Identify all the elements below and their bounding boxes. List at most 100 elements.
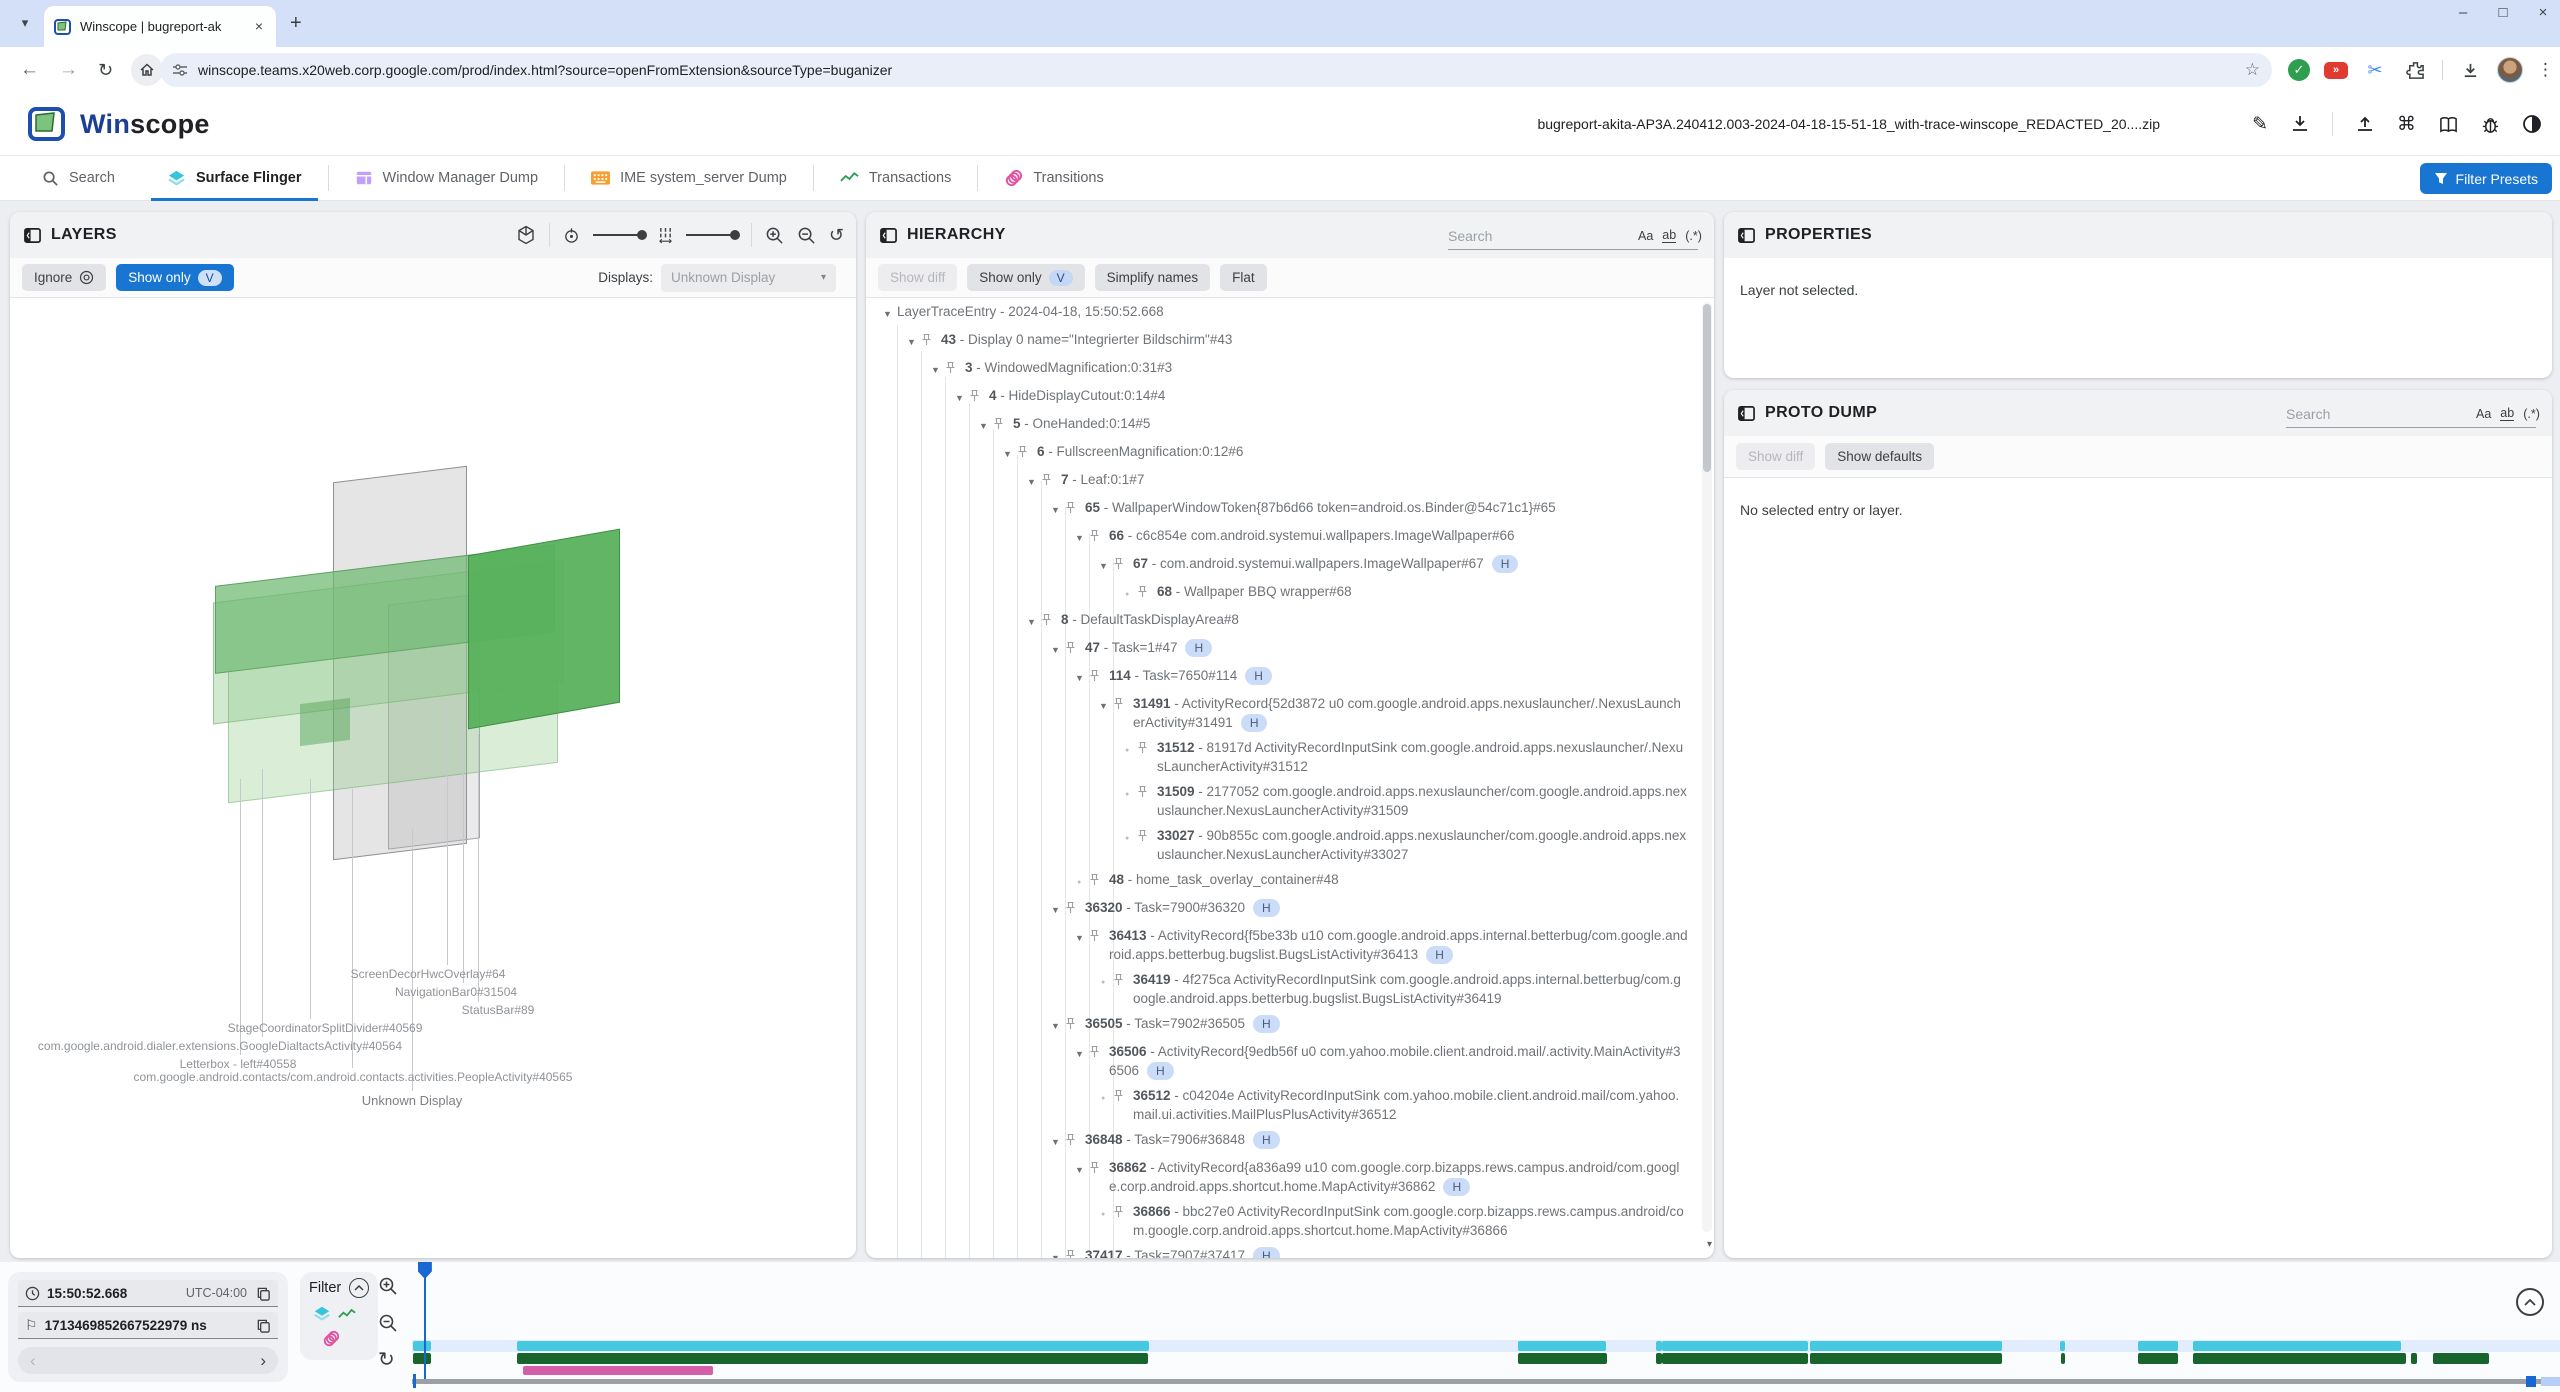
displays-dropdown[interactable]: Unknown Display ▾	[661, 263, 836, 292]
collapse-toggle-icon[interactable]: ▼	[1075, 933, 1084, 943]
collapse-timeline-button[interactable]	[2516, 1288, 2544, 1316]
pin-icon[interactable]	[1065, 501, 1085, 514]
trace-segment-transactions[interactable]	[2192, 1353, 2407, 1364]
pin-icon[interactable]	[969, 389, 989, 402]
hierarchy-scrollbar-thumb[interactable]	[1703, 304, 1711, 472]
tree-row[interactable]: ▼ 43 - Display 0 name="Integrierter Bilds…	[866, 327, 1714, 355]
pin-icon[interactable]	[1113, 1205, 1133, 1218]
collapse-toggle-icon[interactable]: ▼	[1099, 561, 1108, 571]
nanoseconds-field[interactable]: ⚐ 1713469852667522979 ns	[18, 1312, 278, 1339]
tree-row[interactable]: ▼ 67 - com.android.systemui.wallpapers.Im…	[866, 551, 1714, 579]
layer-rect-green-small[interactable]	[300, 697, 350, 747]
trace-segment-transactions[interactable]	[2433, 1353, 2490, 1364]
pin-icon[interactable]	[1113, 973, 1133, 986]
pin-icon[interactable]	[1137, 785, 1157, 798]
collapse-filter-button[interactable]	[349, 1278, 369, 1298]
tree-row[interactable]: ▼ 114 - Task=7650#114 H	[866, 663, 1714, 691]
tree-row[interactable]: ● 36419 - 4f275ca ActivityRecordInputSink…	[866, 967, 1714, 1011]
match-case-button[interactable]: Aa	[1638, 228, 1654, 243]
trace-segment-transactions[interactable]	[2137, 1353, 2178, 1364]
collapse-toggle-icon[interactable]: ▼	[1003, 449, 1012, 459]
tree-row[interactable]: ● 48 - home_task_overlay_container#48	[866, 867, 1714, 895]
pin-icon[interactable]	[1065, 1017, 1085, 1030]
tree-row[interactable]: ● 68 - Wallpaper BBQ wrapper#68	[866, 579, 1714, 607]
human-time-field[interactable]: 15:50:52.668 UTC-04:00	[18, 1280, 278, 1307]
window-minimize-button[interactable]: –	[2458, 4, 2468, 21]
downloads-button[interactable]	[2457, 57, 2483, 83]
trace-segment-transactions[interactable]	[517, 1353, 1148, 1364]
tree-row[interactable]: ▼ 31491 - ActivityRecord{52d3872 u0 com.g…	[866, 691, 1714, 735]
collapse-toggle-icon[interactable]: ▼	[1051, 905, 1060, 915]
collapse-toggle-icon[interactable]: ▼	[1027, 617, 1036, 627]
collapse-toggle-icon[interactable]: ▼	[1051, 645, 1060, 655]
tree-row[interactable]: ▼ 7 - Leaf:0:1#7	[866, 467, 1714, 495]
timeline-cursor-marker[interactable]	[417, 1262, 432, 1279]
pin-icon[interactable]	[1137, 741, 1157, 754]
pin-icon[interactable]	[993, 417, 1013, 430]
back-button[interactable]: ←	[20, 59, 39, 80]
previous-entry-button[interactable]: ‹	[30, 1350, 36, 1370]
collapse-toggle-icon[interactable]: ▼	[883, 309, 892, 319]
tree-row[interactable]: ▼ 36320 - Task=7900#36320 H	[866, 895, 1714, 923]
extension-green-icon[interactable]: ✓	[2288, 59, 2310, 81]
pin-icon[interactable]	[945, 361, 965, 374]
pin-icon[interactable]	[1089, 669, 1109, 682]
pin-icon[interactable]	[1017, 445, 1037, 458]
pin-icon[interactable]	[1113, 1089, 1133, 1102]
reload-button[interactable]: ↻	[98, 59, 114, 80]
pin-icon[interactable]	[1113, 557, 1133, 570]
tree-row[interactable]: ▼ 37417 - Task=7907#37417 H	[866, 1243, 1714, 1258]
trace-segment-transactions[interactable]	[1655, 1353, 1663, 1364]
dark-mode-contrast-icon[interactable]	[2522, 114, 2542, 134]
forward-button[interactable]: →	[59, 59, 78, 80]
rotation-icon[interactable]	[563, 227, 580, 244]
layers-3d-canvas[interactable]: ScreenDecorHwcOverlay#64 NavigationBar0#…	[10, 299, 856, 1258]
proto-dump-search-input[interactable]	[2286, 405, 2467, 422]
timeline-cursor[interactable]	[423, 1262, 426, 1384]
pin-icon[interactable]	[1089, 1161, 1109, 1174]
collapse-toggle-icon[interactable]: ▼	[1075, 1049, 1084, 1059]
tree-row[interactable]: ● 33027 - 90b855c com.google.android.apps…	[866, 823, 1714, 867]
collapse-panel-icon[interactable]	[24, 227, 41, 244]
collapse-toggle-icon[interactable]: ▼	[1075, 1165, 1084, 1175]
tree-row[interactable]: ▼ 36862 - ActivityRecord{a836a99 u10 com.…	[866, 1155, 1714, 1199]
next-entry-button[interactable]: ›	[260, 1350, 266, 1370]
extensions-puzzle-icon[interactable]	[2402, 57, 2428, 83]
tree-row[interactable]: ▼ LayerTraceEntry - 2024-04-18, 15:50:52.…	[866, 299, 1714, 327]
collapse-toggle-icon[interactable]: ▼	[979, 421, 988, 431]
trace-segment-surface-flinger[interactable]	[517, 1341, 1149, 1351]
timeline-scroll-track[interactable]	[412, 1379, 2560, 1384]
collapse-toggle-icon[interactable]: ▼	[955, 393, 964, 403]
pin-icon[interactable]	[1137, 829, 1157, 842]
ignore-chip[interactable]: Ignore	[22, 264, 107, 291]
trace-segment-surface-flinger[interactable]	[413, 1341, 432, 1351]
address-bar[interactable]: ☆	[160, 53, 2272, 87]
trace-segment-surface-flinger[interactable]	[2137, 1341, 2178, 1351]
transitions-trace-icon[interactable]	[322, 1330, 340, 1348]
reset-view-icon[interactable]: ↺	[828, 224, 844, 245]
filter-presets-button[interactable]: Filter Presets	[2419, 163, 2552, 194]
timeline-zoom-out-button[interactable]	[378, 1313, 398, 1333]
tab-ime-system-server-dump[interactable]: IME system_server Dump	[565, 156, 813, 201]
tree-row[interactable]: ▼ 8 - DefaultTaskDisplayArea#8	[866, 607, 1714, 635]
collapse-toggle-icon[interactable]: ▼	[1099, 701, 1108, 711]
timeline-canvas[interactable]	[412, 1262, 2560, 1390]
trace-segment-transactions[interactable]	[2410, 1353, 2418, 1364]
show-diff-chip[interactable]: Show diff	[878, 264, 958, 291]
tree-row[interactable]: ● 31512 - 81917d ActivityRecordInputSink …	[866, 735, 1714, 779]
pin-icon[interactable]	[1065, 1249, 1085, 1258]
scissors-extension-icon[interactable]: ✂	[2367, 59, 2383, 80]
show-only-visible-chip[interactable]: Show only V	[116, 264, 234, 291]
tree-row[interactable]: ▼ 36413 - ActivityRecord{f5be33b u10 com.…	[866, 923, 1714, 967]
pin-icon[interactable]	[1041, 473, 1061, 486]
timeline-scroll-thumb[interactable]	[2525, 1376, 2537, 1387]
browser-menu-kebab-icon[interactable]: ⋮	[2537, 60, 2554, 79]
tab-surface-flinger[interactable]: Surface Flinger	[141, 156, 328, 201]
trace-segment-transactions[interactable]	[1662, 1353, 1809, 1364]
zoom-in-icon[interactable]	[765, 226, 784, 245]
tree-row[interactable]: ● 36866 - bbc27e0 ActivityRecordInputSink…	[866, 1199, 1714, 1243]
upload-trace-icon[interactable]	[2355, 114, 2375, 134]
window-maximize-button[interactable]: □	[2498, 4, 2508, 21]
rotation-slider[interactable]	[592, 230, 647, 240]
url-input[interactable]	[198, 62, 2245, 78]
